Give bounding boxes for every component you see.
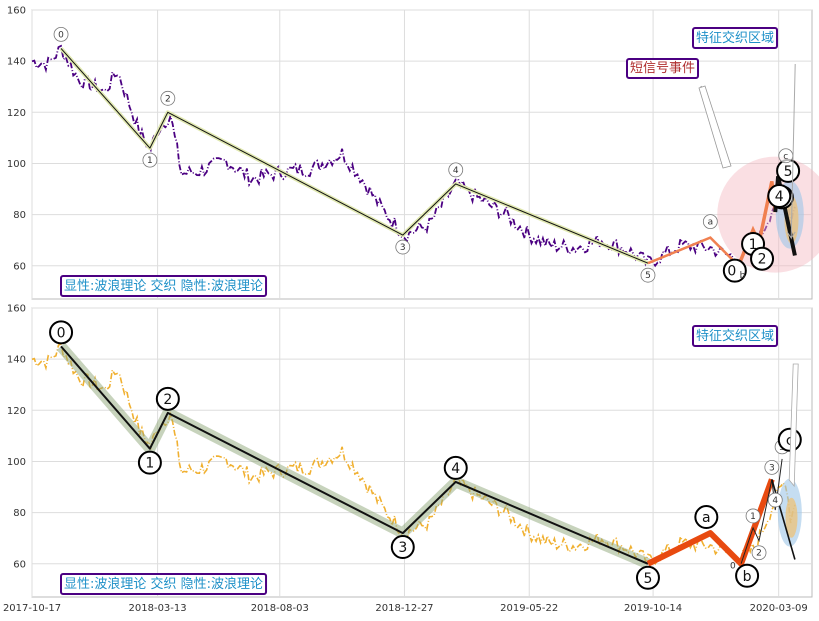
subwave-label-a: a (702, 510, 711, 526)
annotation-feature-box (692, 27, 779, 49)
wave-line (60, 345, 649, 565)
feature-arrow (788, 363, 799, 488)
wave-label-circle (49, 320, 74, 345)
subwave-label-4: 4 (775, 189, 784, 205)
abc-wave-line (647, 236, 740, 267)
subwave-label-circle (694, 505, 719, 530)
subwave-label-c: c (783, 152, 788, 162)
wave-label-0: 0 (58, 30, 64, 40)
subwave-label-4: 4 (772, 496, 778, 506)
x-tick-label: 2020-03-09 (750, 603, 808, 614)
wave-label-circle (635, 565, 660, 590)
x-tick-label: 2018-12-27 (375, 603, 433, 614)
subwave-label-circle (764, 459, 780, 475)
subwave-label-a: a (708, 218, 714, 228)
subwave-label-0: 0 (727, 264, 736, 280)
wave-label-circle (390, 535, 415, 560)
wave-label-2: 2 (163, 392, 172, 408)
wave-label-4: 4 (451, 461, 460, 477)
y-tick-label: 80 (13, 508, 26, 519)
subwave-label-5: 5 (784, 164, 793, 180)
y-tick-label: 160 (7, 6, 26, 17)
annotation-legend-box (60, 573, 268, 595)
y-tick-label: 140 (7, 57, 26, 68)
annotation-sms: 短信号事件 (630, 61, 695, 76)
annotation-legend: 显性:波浪理论 交织 隐性:波浪理论 (64, 576, 263, 592)
subwave-label-circle (767, 492, 783, 508)
wave-label-circle (448, 162, 464, 178)
subwave-label-c: c (786, 433, 794, 449)
y-tick-label: 100 (7, 159, 26, 170)
x-tick-label: 2017-10-17 (3, 603, 61, 614)
wave-line (60, 48, 649, 264)
subwave-label-circle (745, 508, 761, 524)
wave-label-2: 2 (165, 94, 171, 104)
subwave-label-2: 2 (756, 549, 762, 559)
bottom-panel: 6080100120140160012345a0b12345c特征交织区域显性:… (7, 304, 813, 598)
y-tick-label: 100 (7, 457, 26, 468)
annotation-sms-box (626, 58, 700, 79)
subwave-label-2: 2 (758, 252, 767, 268)
wave-label-1: 1 (145, 456, 154, 472)
wave-label-circle (443, 455, 468, 480)
wave-label-5: 5 (645, 271, 651, 281)
subwave-label-circle (702, 214, 718, 230)
wave-label-0: 0 (57, 325, 66, 341)
subwave-label-0: 0 (730, 562, 736, 572)
subwave-label-circle (750, 246, 775, 271)
feature-zone-inner (785, 497, 798, 538)
x-tick-label: 2019-10-14 (624, 603, 682, 614)
wave-label-5: 5 (644, 571, 653, 587)
top-panel: 6080100120140160012345a0b12345c特征交织区域短信号… (7, 6, 819, 300)
wave-label-circle (142, 152, 158, 168)
subwave-label-circle (767, 184, 792, 209)
subwave-label-circle (735, 563, 760, 588)
wave-label-circle (53, 26, 69, 42)
x-axis: 2017-10-17 2018-03-13 2018-08-03 2018-12-27… (3, 603, 808, 614)
subwave-label-3: 3 (769, 463, 775, 473)
subwave-label-b: b (743, 569, 752, 585)
wave-label-1: 1 (147, 156, 153, 166)
y-tick-label: 120 (7, 406, 26, 417)
wave-label-circle (137, 450, 162, 475)
wave-label-circle (395, 239, 411, 255)
wave-label-circle (640, 267, 656, 283)
annotation-feature: 特征交织区域 (696, 30, 774, 46)
x-tick-label: 2018-03-13 (129, 603, 187, 614)
feature-arrow (786, 63, 796, 240)
x-tick-label: 2018-08-03 (251, 603, 309, 614)
x-tick-label: 2019-05-22 (500, 603, 558, 614)
subwave-label-1: 1 (749, 237, 758, 253)
subwave-label-circle (722, 258, 747, 283)
wave-label-4: 4 (453, 166, 459, 176)
subwave-label-circle (751, 545, 767, 561)
y-tick-label: 160 (7, 304, 26, 315)
wave-label-circle (160, 90, 176, 106)
y-tick-label: 60 (13, 261, 26, 272)
annotation-legend-box (60, 275, 268, 297)
wave-label-3: 3 (400, 243, 406, 253)
annotation-feature: 特征交织区域 (696, 328, 774, 344)
y-tick-label: 120 (7, 108, 26, 119)
y-tick-label: 60 (13, 559, 26, 570)
y-tick-label: 140 (7, 355, 26, 366)
wave-label-3: 3 (398, 540, 407, 556)
annotation-feature-box (692, 325, 779, 347)
subwave-label-b: b (740, 271, 746, 281)
annotation-legend: 显性:波浪理论 交织 隐性:波浪理论 (64, 278, 263, 294)
sms-arrow-body (698, 85, 732, 169)
wave-label-circle (155, 386, 180, 411)
y-tick-label: 80 (13, 210, 26, 221)
subwave-label-1: 1 (750, 512, 756, 522)
